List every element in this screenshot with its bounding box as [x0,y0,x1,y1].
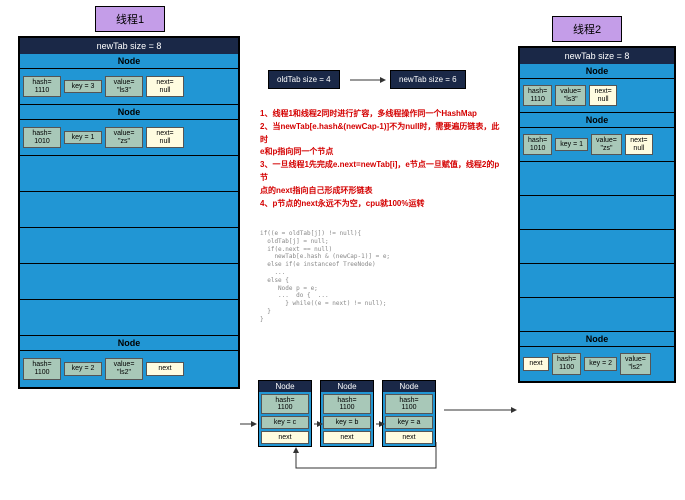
thread2-label: 线程2 [552,16,622,42]
red-notes: 1、线程1和线程2同时进行扩容，多线程操作同一个HashMap2、当newTab… [260,108,500,210]
table2: newTab size = 8 Nodehash= 1110value= "ls… [518,46,676,383]
table1: newTab size = 8 Nodehash= 1110key = 3val… [18,36,240,389]
gray-code: if((e = oldTab[j]) != null){ oldTab[j] =… [260,230,500,324]
midbox-newtab: newTab size = 6 [390,70,466,89]
node-chain: Nodehash= 1100key = cnextNodehash= 1100k… [258,380,436,447]
table2-title: newTab size = 8 [520,48,674,64]
thread1-label: 线程1 [95,6,165,32]
midbox-oldtab: oldTab size = 4 [268,70,340,89]
table1-title: newTab size = 8 [20,38,238,54]
